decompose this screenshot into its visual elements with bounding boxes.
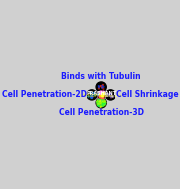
Circle shape <box>102 102 103 103</box>
Ellipse shape <box>92 96 93 97</box>
Circle shape <box>102 102 103 103</box>
Circle shape <box>98 105 99 106</box>
Ellipse shape <box>100 93 102 95</box>
Circle shape <box>99 105 100 106</box>
Circle shape <box>101 103 102 104</box>
Circle shape <box>100 100 101 101</box>
Ellipse shape <box>107 95 108 96</box>
Circle shape <box>91 95 92 96</box>
Ellipse shape <box>91 96 92 97</box>
Circle shape <box>87 90 97 100</box>
Circle shape <box>102 106 103 107</box>
Ellipse shape <box>98 96 100 97</box>
Circle shape <box>100 106 101 107</box>
Circle shape <box>103 101 104 102</box>
Circle shape <box>98 100 99 101</box>
Circle shape <box>103 101 104 102</box>
Circle shape <box>103 103 104 104</box>
Circle shape <box>100 101 101 102</box>
Circle shape <box>99 100 100 101</box>
Ellipse shape <box>99 96 100 98</box>
Circle shape <box>100 102 101 103</box>
Circle shape <box>103 100 104 101</box>
Circle shape <box>100 101 101 102</box>
Circle shape <box>102 105 103 106</box>
Circle shape <box>88 96 89 97</box>
Ellipse shape <box>102 91 103 92</box>
Circle shape <box>102 105 103 106</box>
Circle shape <box>100 106 101 107</box>
Ellipse shape <box>102 84 103 85</box>
Circle shape <box>96 98 106 108</box>
Circle shape <box>104 100 105 101</box>
Ellipse shape <box>90 96 91 97</box>
Circle shape <box>92 97 93 98</box>
Ellipse shape <box>102 96 104 99</box>
Circle shape <box>92 96 93 97</box>
Text: Tubulin: Tubulin <box>104 94 119 98</box>
Circle shape <box>103 102 104 103</box>
Ellipse shape <box>88 96 89 97</box>
Ellipse shape <box>100 86 101 87</box>
Circle shape <box>103 102 104 103</box>
Ellipse shape <box>101 96 102 98</box>
Circle shape <box>97 103 98 104</box>
Text: Cell Shrinkage: Cell Shrinkage <box>116 90 178 99</box>
Circle shape <box>105 90 116 100</box>
Circle shape <box>97 103 98 104</box>
Circle shape <box>105 102 106 103</box>
Circle shape <box>105 102 106 103</box>
Bar <box>97 91 105 98</box>
Text: Cell Penetration-3D: Cell Penetration-3D <box>59 108 144 117</box>
Circle shape <box>96 82 106 92</box>
Ellipse shape <box>102 94 105 95</box>
Circle shape <box>101 102 102 103</box>
Ellipse shape <box>91 95 92 96</box>
Ellipse shape <box>92 97 93 98</box>
Text: Cell Penetration-2D: Cell Penetration-2D <box>2 90 87 99</box>
Text: Binds with Tubulin: Binds with Tubulin <box>61 72 141 81</box>
Ellipse shape <box>102 87 103 88</box>
Ellipse shape <box>101 92 103 94</box>
Circle shape <box>100 105 101 106</box>
Text: GTP/GDP binding site: GTP/GDP binding site <box>80 94 122 98</box>
Text: PRASHANT: PRASHANT <box>86 91 116 96</box>
Circle shape <box>101 101 102 102</box>
Ellipse shape <box>95 94 96 95</box>
Circle shape <box>101 105 102 106</box>
